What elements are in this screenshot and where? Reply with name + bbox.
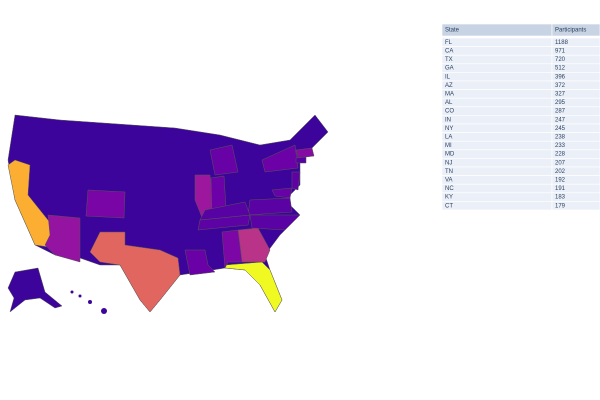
header-text: Participants [555, 28, 586, 34]
cell-text: 1188 [555, 40, 569, 46]
cell [441, 46, 553, 56]
choropleth-map [7, 114, 329, 314]
cell-text: TN [445, 169, 453, 175]
cell-text: 372 [555, 83, 566, 89]
cell-text: LA [445, 134, 452, 140]
cell [441, 80, 553, 90]
state [291, 171, 301, 191]
cell-text: 202 [555, 169, 566, 175]
cell-text: AZ [445, 83, 453, 89]
alaska [7, 267, 63, 313]
state [295, 156, 307, 164]
header-cell [551, 23, 600, 37]
cell-text: 192 [555, 177, 566, 183]
hawaii [70, 290, 107, 314]
state [209, 144, 239, 176]
cell [441, 97, 553, 108]
state [44, 214, 81, 263]
cell [441, 175, 553, 185]
cell-text: 247 [555, 117, 566, 123]
cell-text: IL [445, 74, 451, 80]
cell [441, 149, 553, 159]
cell-text: MD [445, 152, 455, 158]
cell-text: NY [445, 126, 453, 132]
cell-text: KY [445, 195, 453, 201]
state [247, 197, 293, 216]
island [70, 290, 74, 294]
cell [441, 201, 553, 211]
cell-text: FL [445, 40, 453, 46]
cell-text: VA [445, 177, 453, 183]
cell-text: 238 [555, 134, 566, 140]
cell-text: MA [445, 91, 454, 97]
state [224, 261, 283, 313]
cell [441, 166, 553, 176]
cell [441, 123, 553, 133]
state [199, 201, 251, 221]
cell-text: 183 [555, 195, 566, 201]
cell-text: 295 [555, 100, 566, 106]
cell-text: 233 [555, 143, 566, 149]
island [101, 308, 107, 314]
cell-text: 971 [555, 48, 566, 54]
cell-text: CT [445, 203, 453, 209]
cell [441, 106, 553, 116]
cell-text: CO [445, 109, 454, 115]
cell-text: 228 [555, 152, 566, 158]
cell-text: 179 [555, 203, 566, 209]
cell-text: IN [445, 117, 451, 123]
header-text: State [445, 28, 460, 34]
cell-text: NC [445, 186, 454, 192]
cell [441, 132, 553, 142]
cell-text: MI [445, 143, 452, 149]
cell-text: NJ [445, 160, 452, 166]
cell [441, 158, 553, 168]
cell-text: 720 [555, 57, 566, 63]
cell [441, 89, 553, 99]
state [249, 214, 301, 231]
cell-text: TX [445, 57, 453, 63]
cell-text: 245 [555, 126, 566, 132]
cell [441, 183, 553, 194]
island [88, 300, 92, 304]
cell-text: 207 [555, 160, 566, 166]
cell [441, 63, 553, 73]
cell [441, 115, 553, 125]
cell [441, 192, 553, 202]
cell-text: 396 [555, 74, 566, 80]
cell [441, 37, 553, 47]
cell [441, 140, 553, 151]
cell-text: 191 [555, 186, 566, 192]
state [85, 189, 126, 219]
cell-text: AL [445, 100, 453, 106]
state [184, 249, 216, 276]
cell [551, 201, 600, 211]
cell-text: 512 [555, 66, 566, 72]
cell-text: GA [445, 66, 454, 72]
state [89, 231, 181, 313]
island [78, 294, 82, 298]
state [221, 229, 243, 269]
cell [441, 72, 553, 82]
cell-text: CA [445, 48, 453, 54]
cell [441, 54, 553, 65]
state [261, 144, 299, 173]
state [295, 147, 315, 159]
data-table: State Participants FL 1188 CA 971 TX 720 GA 512 IL… [441, 23, 600, 211]
cell-text: 287 [555, 109, 566, 115]
cell-text: 327 [555, 91, 566, 97]
